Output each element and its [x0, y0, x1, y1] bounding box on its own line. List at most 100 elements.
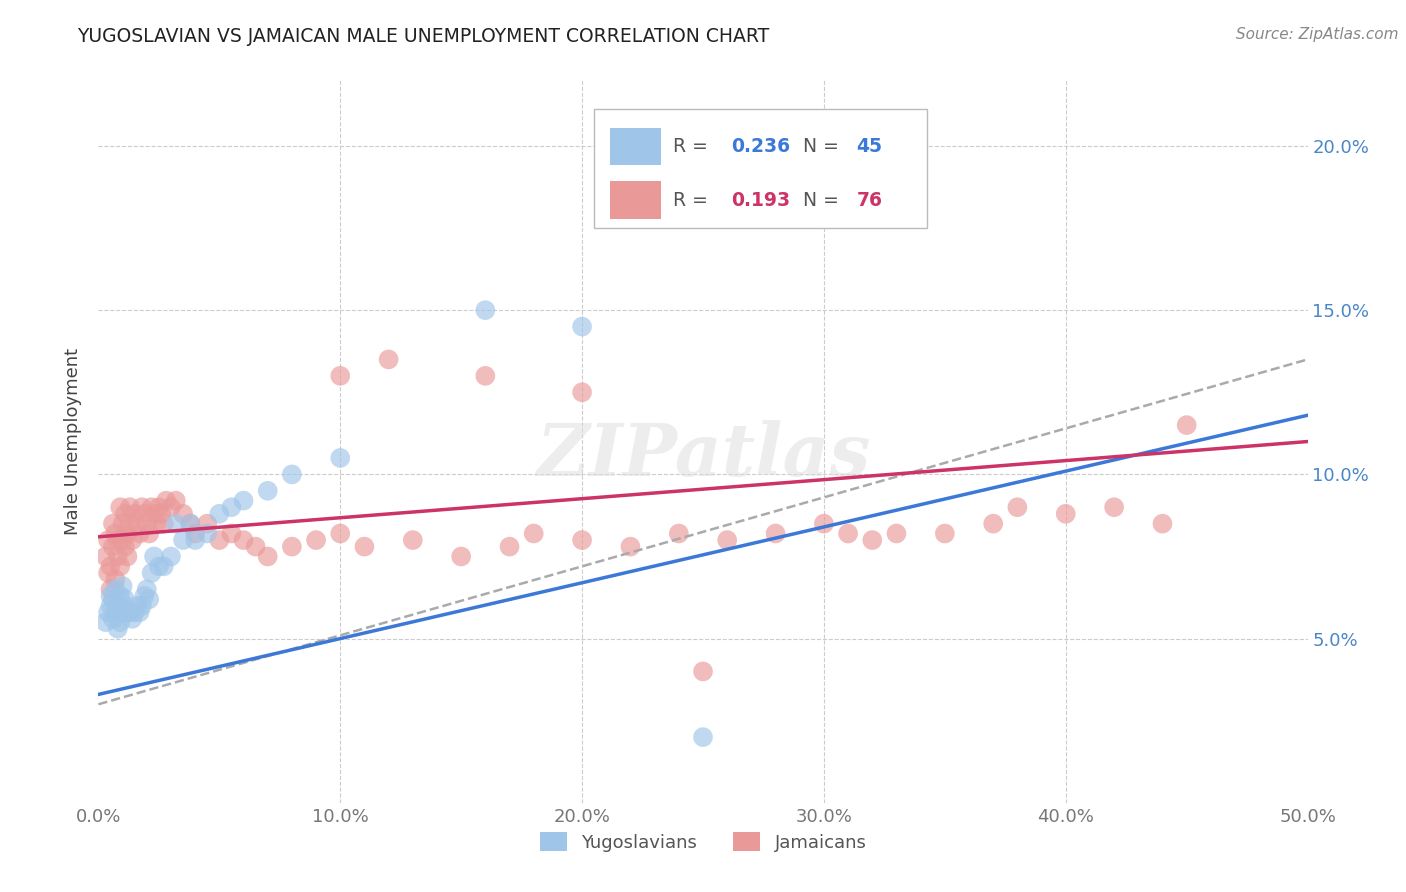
Point [329, 526, 352, 541]
Point [498, 540, 520, 554]
Point [619, 540, 641, 554]
Y-axis label: Male Unemployment: Male Unemployment [65, 348, 83, 535]
Point [256, 483, 278, 498]
Point [100, 559, 122, 574]
Point [111, 516, 134, 531]
Point [668, 526, 690, 541]
Point [232, 533, 254, 547]
Point [117, 526, 139, 541]
Point [221, 526, 243, 541]
Point [124, 605, 146, 619]
Point [114, 507, 136, 521]
Point [127, 599, 149, 613]
Point [150, 507, 173, 521]
Point [143, 507, 166, 521]
Point [813, 516, 835, 531]
Point [571, 385, 593, 400]
Point [934, 526, 956, 541]
Point [118, 605, 141, 619]
Point [281, 467, 304, 482]
Point [100, 599, 122, 613]
Point [108, 500, 131, 515]
Legend: Yugoslavians, Jamaicans: Yugoslavians, Jamaicans [533, 825, 873, 859]
Point [141, 500, 163, 515]
Point [128, 526, 150, 541]
Point [107, 599, 129, 613]
Text: N =: N = [803, 136, 845, 156]
Point [160, 549, 183, 564]
Point [107, 549, 129, 564]
Point [135, 582, 157, 597]
Point [184, 526, 207, 541]
Point [100, 589, 122, 603]
Point [152, 559, 174, 574]
Point [155, 493, 177, 508]
Point [101, 540, 124, 554]
Point [138, 526, 160, 541]
Point [837, 526, 859, 541]
Point [108, 589, 131, 603]
Text: YUGOSLAVIAN VS JAMAICAN MALE UNEMPLOYMENT CORRELATION CHART: YUGOSLAVIAN VS JAMAICAN MALE UNEMPLOYMEN… [77, 27, 769, 45]
Point [860, 533, 883, 547]
Point [141, 566, 163, 580]
Point [179, 516, 201, 531]
Point [981, 516, 1004, 531]
Point [135, 516, 157, 531]
Point [94, 615, 117, 630]
Point [172, 507, 194, 521]
Point [134, 507, 156, 521]
Point [402, 533, 425, 547]
Point [114, 599, 136, 613]
Point [108, 559, 131, 574]
Point [138, 592, 160, 607]
Point [100, 582, 122, 597]
Point [107, 533, 129, 547]
Point [232, 493, 254, 508]
FancyBboxPatch shape [595, 109, 927, 228]
Point [111, 533, 134, 547]
Point [245, 540, 267, 554]
Point [329, 368, 352, 383]
Point [765, 526, 787, 541]
Point [1007, 500, 1029, 515]
Point [107, 622, 129, 636]
Text: ZIPatlas: ZIPatlas [536, 420, 870, 491]
Point [692, 730, 714, 744]
Point [165, 493, 187, 508]
Point [1175, 418, 1198, 433]
Point [118, 500, 141, 515]
Point [886, 526, 908, 541]
Point [97, 533, 120, 547]
Point [208, 507, 231, 521]
Point [523, 526, 546, 541]
Point [131, 599, 153, 613]
Point [134, 589, 156, 603]
Point [117, 605, 139, 619]
Point [571, 319, 593, 334]
Text: R =: R = [672, 136, 714, 156]
Point [305, 533, 328, 547]
Point [165, 516, 187, 531]
Point [104, 573, 127, 587]
Point [117, 549, 139, 564]
Point [101, 516, 124, 531]
Point [221, 500, 243, 515]
Point [94, 549, 117, 564]
Point [114, 540, 136, 554]
Point [377, 352, 399, 367]
Point [179, 516, 201, 531]
Point [256, 549, 278, 564]
Point [145, 516, 167, 531]
Point [131, 500, 153, 515]
Point [148, 500, 170, 515]
Point [281, 540, 304, 554]
Text: 76: 76 [856, 191, 883, 210]
Point [474, 303, 496, 318]
Point [716, 533, 738, 547]
Point [104, 526, 127, 541]
Point [1152, 516, 1174, 531]
FancyBboxPatch shape [610, 128, 661, 165]
Text: 45: 45 [856, 136, 883, 156]
Point [143, 549, 166, 564]
Point [152, 516, 174, 531]
